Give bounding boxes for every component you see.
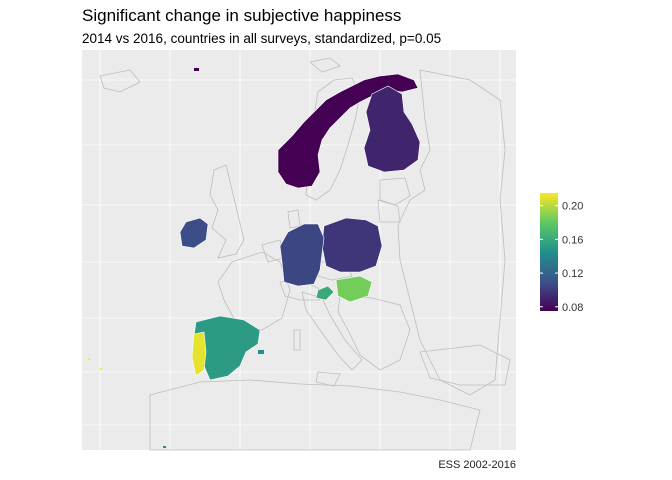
map-caption: ESS 2002-2016 — [438, 459, 516, 471]
legend-tick-label: 0.20 — [562, 201, 583, 213]
region-ireland — [179, 217, 209, 249]
region-poland — [321, 217, 383, 273]
region-portugal — [191, 331, 207, 377]
legend-tick-label: 0.12 — [562, 268, 583, 280]
island-marks — [88, 68, 264, 448]
country-shapes — [179, 73, 421, 381]
region-slovenia — [315, 285, 335, 301]
background-countries — [99, 57, 511, 451]
region-finland — [363, 85, 421, 173]
map-title: Significant change in subjective happine… — [82, 6, 402, 25]
legend-tick-label: 0.16 — [562, 234, 583, 246]
map-subtitle: 2014 vs 2016, countries in all surveys, … — [82, 31, 442, 46]
region-germany — [279, 223, 325, 287]
legend-tick-label: 0.08 — [562, 302, 583, 314]
color-legend: 0.20 0.16 0.12 0.08 — [540, 193, 583, 314]
legend-colorbar — [540, 193, 558, 311]
region-hungary — [335, 275, 373, 303]
